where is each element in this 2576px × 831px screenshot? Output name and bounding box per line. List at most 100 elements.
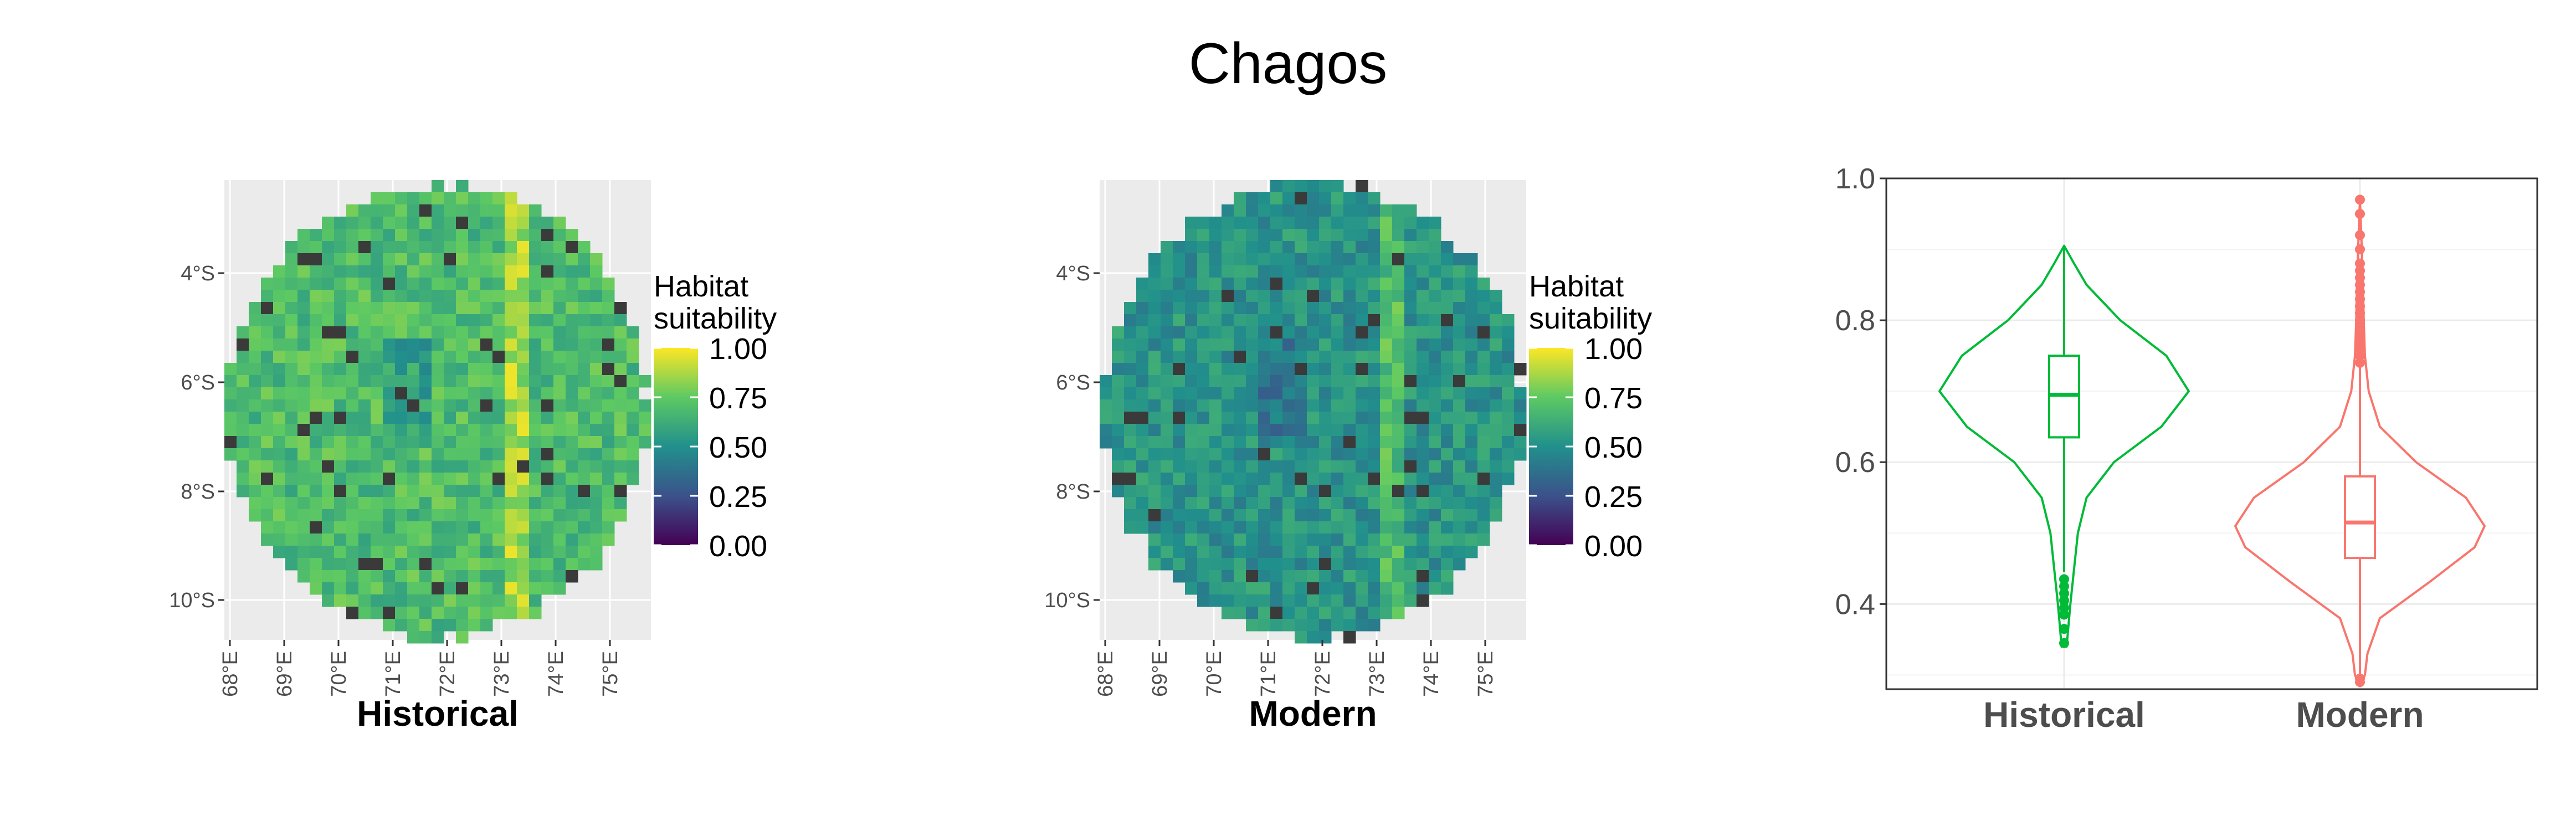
raster-cell [1234, 509, 1246, 522]
raster-cell [1490, 302, 1502, 315]
raster-cell [1197, 460, 1210, 473]
raster-cell [1429, 412, 1441, 424]
raster-cell [1148, 302, 1161, 315]
raster-cell [1380, 558, 1393, 571]
raster-cell [432, 412, 444, 424]
raster-cell [1343, 509, 1356, 522]
raster-cell [1148, 558, 1161, 571]
raster-cell [1148, 253, 1161, 266]
raster-cell [1343, 204, 1356, 217]
raster-cell [1429, 424, 1441, 437]
raster-cell [1222, 326, 1234, 339]
raster-cell [517, 570, 530, 583]
raster-cell [553, 436, 566, 449]
raster-cell [1246, 229, 1259, 242]
raster-cell [1295, 302, 1307, 315]
raster-cell [468, 338, 481, 351]
raster-cell [1234, 363, 1246, 376]
lat-tick-label: 10°S [169, 589, 215, 612]
raster-cell [578, 351, 591, 363]
raster-cell [1173, 521, 1186, 534]
raster-cell [1453, 387, 1466, 400]
raster-cell [1429, 290, 1441, 302]
raster-cell [505, 375, 517, 388]
suitability-raster [224, 180, 651, 644]
raster-cell [383, 192, 396, 205]
raster-cell [1331, 180, 1344, 193]
raster-cell [1307, 253, 1320, 266]
raster-cell [419, 241, 432, 254]
raster-cell [1148, 387, 1161, 400]
raster-cell [468, 424, 481, 437]
raster-cell [1295, 509, 1307, 522]
raster-cell [1392, 290, 1405, 302]
raster-cell [1173, 302, 1186, 315]
raster-cell [1295, 594, 1307, 607]
raster-cell [1197, 436, 1210, 449]
suitability-raster [1100, 180, 1527, 644]
raster-cell [505, 594, 517, 607]
land-cell [541, 265, 554, 278]
raster-cell [468, 387, 481, 400]
raster-cell [1209, 326, 1222, 339]
raster-cell [1343, 265, 1356, 278]
raster-cell [1319, 473, 1332, 485]
map-label-historical: Historical [357, 694, 519, 733]
raster-cell [1453, 521, 1466, 534]
raster-cell [578, 436, 591, 449]
raster-cell [1331, 278, 1344, 290]
land-cell [432, 582, 444, 595]
raster-cell [1465, 546, 1478, 558]
raster-cell [529, 229, 542, 242]
raster-cell [432, 497, 444, 510]
raster-cell [1246, 534, 1259, 546]
raster-cell [1295, 326, 1307, 339]
raster-cell [492, 485, 505, 497]
raster-cell [566, 460, 578, 473]
raster-cell [1319, 399, 1332, 412]
raster-cell [517, 558, 530, 571]
raster-cell [419, 363, 432, 376]
raster-cell [383, 436, 396, 449]
raster-cell [1502, 314, 1515, 327]
raster-cell [419, 192, 432, 205]
raster-cell [553, 217, 566, 229]
raster-cell [468, 473, 481, 485]
raster-cell [1429, 534, 1441, 546]
raster-cell [383, 448, 396, 461]
raster-cell [1148, 412, 1161, 424]
raster-cell [310, 387, 322, 400]
raster-cell [1136, 424, 1149, 437]
raster-cell [1380, 229, 1393, 242]
raster-cell [1234, 412, 1246, 424]
raster-cell [1234, 265, 1246, 278]
raster-cell [1246, 387, 1259, 400]
raster-cell [517, 204, 530, 217]
raster-cell [444, 619, 456, 632]
raster-cell [468, 558, 481, 571]
raster-cell [1209, 570, 1222, 583]
raster-cell [480, 436, 493, 449]
raster-cell [1295, 412, 1307, 424]
raster-cell [419, 448, 432, 461]
raster-cell [371, 314, 383, 327]
raster-cell [371, 424, 383, 437]
raster-cell [578, 448, 591, 461]
land-cell [1368, 314, 1381, 327]
raster-cell [322, 473, 335, 485]
raster-cell [1368, 204, 1381, 217]
raster-cell [541, 278, 554, 290]
raster-cell [371, 570, 383, 583]
raster-cell [1477, 412, 1490, 424]
raster-cell [468, 326, 481, 339]
raster-cell [1124, 326, 1137, 339]
raster-cell [1429, 399, 1441, 412]
raster-cell [492, 521, 505, 534]
raster-cell [1404, 204, 1417, 217]
colorbar-ticks: 1.000.750.500.250.00 [1529, 332, 1643, 563]
raster-cell [529, 217, 542, 229]
raster-cell [358, 570, 371, 583]
raster-cell [1234, 473, 1246, 485]
outlier-point [2355, 336, 2365, 347]
raster-cell [1417, 326, 1429, 339]
